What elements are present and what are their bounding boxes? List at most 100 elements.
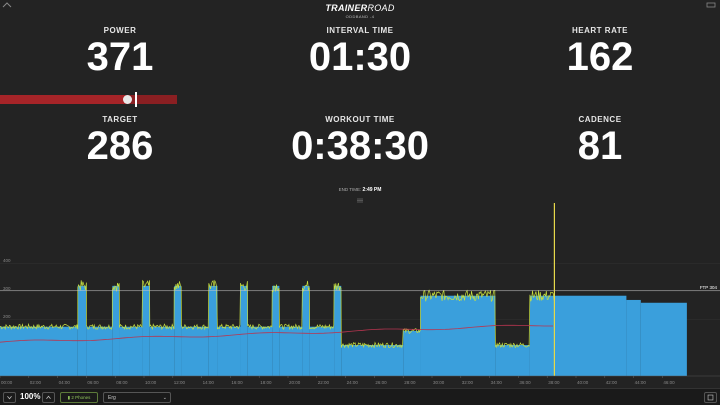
target-segment	[181, 326, 209, 376]
heart-rate-line	[0, 324, 553, 343]
power-line	[0, 279, 555, 349]
heart-rate-value: 162	[566, 35, 634, 79]
mode-select-value: Erg	[108, 395, 116, 401]
end-time-label: END TIME:	[338, 187, 362, 192]
interval-time-label: INTERVAL TIME	[326, 26, 394, 35]
heart-rate-metric: HEART RATE 162	[480, 26, 720, 77]
target-segment	[119, 326, 143, 376]
x-tick-label: 06:00	[87, 380, 99, 385]
drag-handle-icon[interactable]	[355, 198, 365, 203]
target-segment	[86, 326, 113, 376]
workout-chart[interactable]: 400 300 200 FTP 304 00:00 02:00 04:00 06:00 08:0…	[0, 203, 720, 388]
x-tick-label: 34:00	[491, 380, 503, 385]
y-tick-label: 400	[3, 258, 11, 263]
workout-time-label: WORKOUT TIME	[325, 115, 395, 124]
target-segment	[247, 326, 273, 376]
devices-button[interactable]: ▮ 2 Phones	[60, 392, 98, 403]
target-segment	[529, 295, 555, 376]
x-tick-label: 08:00	[116, 380, 128, 385]
y-tick-label: 300	[3, 286, 11, 291]
x-tick-label: 02:00	[30, 380, 42, 385]
app-logo: TRAINERROAD	[0, 3, 720, 13]
x-tick-label: 28:00	[404, 380, 416, 385]
x-tick-label: 20:00	[289, 380, 301, 385]
x-tick-label: 32:00	[462, 380, 474, 385]
interval-time-metric: INTERVAL TIME 01:30	[240, 26, 480, 77]
cadence-value: 81	[577, 124, 623, 168]
target-segment	[77, 285, 87, 376]
x-tick-label: 40:00	[577, 380, 589, 385]
x-tick-label: 12:00	[174, 380, 186, 385]
target-segment	[0, 326, 78, 376]
target-segment	[420, 295, 496, 376]
fullscreen-icon[interactable]	[704, 392, 717, 403]
y-tick-label: 200	[3, 314, 11, 319]
target-segment	[208, 285, 218, 376]
power-bar-target-marker	[135, 92, 137, 107]
target-label: TARGET	[102, 115, 138, 124]
x-tick-label: 44:00	[635, 380, 647, 385]
target-segment	[403, 330, 421, 376]
power-metric: POWER 371	[0, 26, 240, 77]
target-segment	[217, 326, 241, 376]
target-metric: TARGET 286	[0, 115, 240, 166]
ftp-label: FTP 304	[700, 285, 718, 290]
end-time: END TIME: 2:49 PM	[0, 187, 720, 193]
x-tick-label: 04:00	[59, 380, 71, 385]
zoom-level: 100%	[20, 392, 41, 401]
x-tick-label: 42:00	[606, 380, 618, 385]
target-segment	[174, 285, 182, 376]
heart-rate-label: HEART RATE	[572, 26, 628, 35]
end-time-value: 2:49 PM	[362, 187, 382, 193]
x-tick-label: 24:00	[347, 380, 359, 385]
x-tick-label: 36:00	[519, 380, 531, 385]
target-segment	[112, 285, 120, 376]
x-tick-label: 10:00	[145, 380, 157, 385]
target-segment	[302, 285, 310, 376]
interval-time-value: 01:30	[308, 35, 412, 79]
zoom-in-button[interactable]	[42, 392, 55, 403]
chevron-down-icon: ⌄	[162, 395, 167, 401]
power-target-bar	[0, 92, 177, 107]
target-segment	[279, 326, 303, 376]
target-segment	[142, 285, 150, 376]
target-segment	[495, 345, 530, 376]
target-segment	[341, 345, 404, 376]
x-tick-label: 14:00	[203, 380, 215, 385]
mode-select[interactable]: Erg ⌄	[103, 392, 171, 403]
x-tick-label: 00:00	[1, 380, 13, 385]
zoom-out-button[interactable]	[3, 392, 16, 403]
cadence-label: CADENCE	[578, 115, 622, 124]
x-tick-label: 46:00	[663, 380, 675, 385]
power-bar-knob	[122, 95, 132, 104]
target-segment	[626, 299, 641, 376]
menu-icon[interactable]	[706, 2, 716, 8]
bottom-toolbar: 100% ▮ 2 Phones Erg ⌄	[0, 388, 720, 405]
workout-time-value: 0:38:30	[291, 124, 429, 168]
x-tick-label: 26:00	[375, 380, 387, 385]
devices-icon: ▮	[67, 395, 72, 400]
power-value: 371	[86, 35, 154, 79]
x-tick-label: 30:00	[433, 380, 445, 385]
x-tick-label: 22:00	[318, 380, 330, 385]
logo-bold: TRAINER	[325, 3, 368, 13]
workout-time-metric: WORKOUT TIME 0:38:30	[240, 115, 480, 166]
target-segment	[149, 326, 175, 376]
collapse-icon[interactable]	[2, 2, 12, 8]
target-segment	[640, 302, 687, 376]
cadence-metric: CADENCE 81	[480, 115, 720, 166]
target-segment	[554, 295, 627, 376]
x-tick-label: 16:00	[231, 380, 243, 385]
target-segment	[272, 285, 280, 376]
devices-label: 2 Phones	[71, 395, 91, 400]
workout-name: ODDBAND -4	[345, 14, 375, 19]
target-value: 286	[86, 124, 154, 168]
target-segment	[240, 285, 248, 376]
target-segment	[334, 285, 342, 376]
x-tick-label: 18:00	[260, 380, 272, 385]
power-bar-fill	[0, 95, 128, 104]
target-segment	[309, 326, 335, 376]
logo-light: ROAD	[367, 3, 395, 13]
x-tick-label: 38:00	[548, 380, 560, 385]
power-label: POWER	[103, 26, 137, 35]
